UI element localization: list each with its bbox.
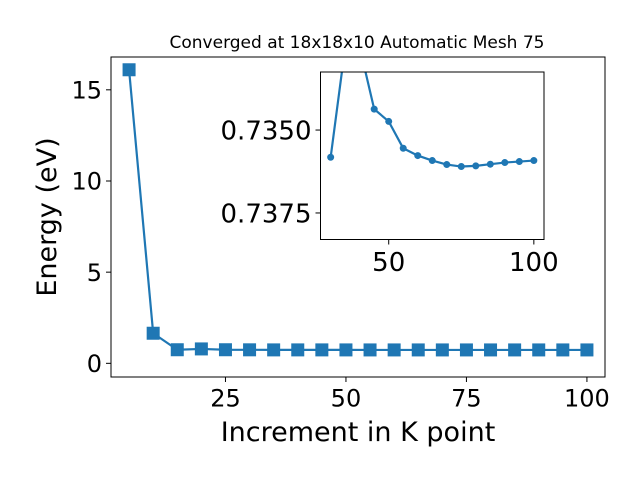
main-data-point	[146, 326, 160, 340]
main-data-point	[363, 343, 377, 357]
main-y-tick-label: 0	[87, 350, 102, 378]
main-data-point	[387, 343, 401, 357]
inset-data-point	[327, 153, 335, 161]
main-data-point	[484, 343, 498, 357]
inset-plot-frame	[320, 71, 545, 240]
inset-data-point	[443, 161, 451, 169]
main-data-point	[243, 343, 257, 357]
main-data-point	[339, 343, 353, 357]
main-axis-ticks: 25 50 75 100 0 5 10 15	[71, 76, 609, 412]
main-data-point	[315, 343, 329, 357]
main-series	[122, 63, 594, 357]
main-data-point	[218, 343, 232, 357]
main-x-tick-label: 100	[564, 384, 610, 412]
main-data-point	[267, 343, 281, 357]
inset-data-point	[414, 152, 422, 160]
main-y-tick-label: 15	[71, 76, 102, 104]
inset-data-point	[486, 160, 494, 168]
main-data-point	[508, 343, 522, 357]
main-data-point	[122, 63, 136, 77]
main-x-tick-label: 25	[210, 384, 241, 412]
x-axis-label: Increment in K point	[221, 417, 496, 448]
main-plot-frame	[110, 56, 606, 378]
inset-data-point	[399, 144, 407, 152]
main-y-tick-label: 5	[87, 259, 102, 287]
inset-data-point	[501, 159, 509, 167]
inset-plot-background	[320, 72, 544, 240]
main-data-point	[459, 343, 473, 357]
y-axis-label: Energy (eV)	[32, 137, 63, 296]
inset-data-point	[472, 162, 480, 170]
main-x-tick-label: 50	[331, 384, 362, 412]
inset-data-point	[530, 157, 538, 165]
inset-x-tick-label: 100	[509, 248, 559, 278]
main-x-tick-label: 75	[451, 384, 482, 412]
main-y-tick-label: 10	[71, 168, 102, 196]
inset-data-point	[428, 157, 436, 165]
main-data-point	[532, 343, 546, 357]
inset-x-tick-label: 50	[372, 248, 405, 278]
inset-data-point	[515, 158, 523, 166]
main-data-point	[556, 343, 570, 357]
chart-title: Converged at 18x18x10 Automatic Mesh 75	[170, 33, 545, 53]
main-data-point	[194, 342, 208, 356]
inset-axis-ticks: 50 100 0.7350 0.7375	[221, 116, 559, 278]
inset-series	[327, 72, 538, 171]
inset-data-point	[370, 105, 378, 113]
main-data-point	[435, 343, 449, 357]
main-data-point	[580, 343, 594, 357]
inset-y-tick-label: 0.7350	[221, 116, 312, 146]
inset-y-tick-label: 0.7375	[221, 199, 312, 229]
main-data-point	[170, 343, 184, 357]
inset-data-point	[385, 117, 393, 125]
main-data-point	[291, 343, 305, 357]
main-data-point	[411, 343, 425, 357]
inset-data-point	[457, 163, 465, 171]
